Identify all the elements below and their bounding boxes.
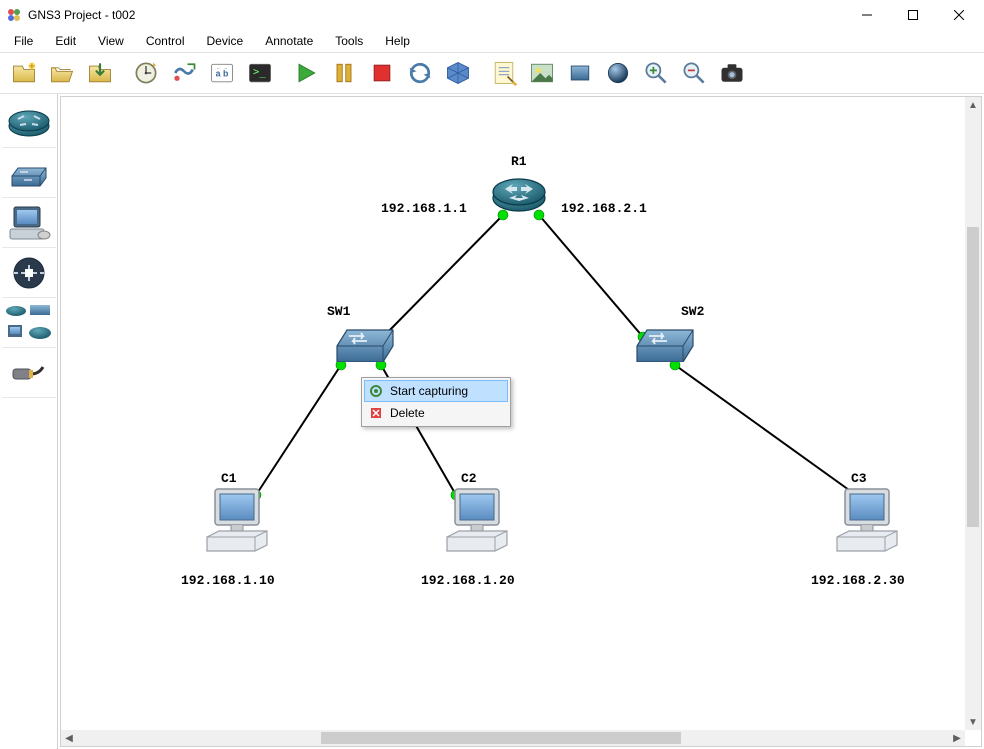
ellipse-icon — [604, 59, 632, 87]
toolbar-show-interface-labels[interactable] — [166, 55, 202, 91]
menu-control[interactable]: Control — [136, 32, 195, 50]
router-icon — [6, 106, 52, 140]
menu-annotate[interactable]: Annotate — [255, 32, 323, 50]
pause-all-icon — [330, 59, 358, 87]
topology-canvas[interactable]: R1 SW1 SW2 C1 C2 C3 192.168.1.1 192.168.2.1 192.… — [61, 97, 965, 730]
close-button[interactable] — [936, 0, 982, 30]
svg-text:>_: >_ — [253, 66, 266, 78]
palette-all-devices[interactable] — [2, 298, 56, 348]
zoom-out-icon — [680, 59, 708, 87]
add-note-icon — [490, 59, 518, 87]
toolbar-rectangle[interactable] — [562, 55, 598, 91]
toolbar-zoom-out[interactable] — [676, 55, 712, 91]
rectangle-icon — [566, 59, 594, 87]
node-label-c1[interactable]: C1 — [221, 471, 237, 486]
palette-end-device[interactable] — [2, 198, 56, 248]
console-icon: >_ — [246, 59, 274, 87]
show-interface-labels-icon — [170, 59, 198, 87]
toolbar-add-note[interactable] — [486, 55, 522, 91]
toolbar-abc-labels[interactable]: a b← → — [204, 55, 240, 91]
toolbar-open-project[interactable] — [44, 55, 80, 91]
save-project-icon — [86, 59, 114, 87]
minimize-button[interactable] — [844, 0, 890, 30]
toolbar-screenshot[interactable] — [714, 55, 750, 91]
maximize-button[interactable] — [890, 0, 936, 30]
toolbar: a b← → >_ — [0, 52, 984, 94]
capture-icon — [368, 383, 384, 399]
node-c3[interactable] — [831, 487, 903, 555]
toolbar-snapshot[interactable] — [128, 55, 164, 91]
security-icon — [8, 255, 50, 291]
ctx-delete[interactable]: Delete — [364, 402, 508, 424]
palette-security[interactable] — [2, 248, 56, 298]
open-project-icon — [48, 59, 76, 87]
menu-tools[interactable]: Tools — [325, 32, 373, 50]
node-label-sw1[interactable]: SW1 — [327, 304, 350, 319]
new-project-icon — [10, 59, 38, 87]
delete-icon — [368, 405, 384, 421]
palette-router[interactable] — [2, 98, 56, 148]
toolbar-zoom-in[interactable] — [638, 55, 674, 91]
titlebar: GNS3 Project - t002 — [0, 0, 984, 30]
menubar: FileEditViewControlDeviceAnnotateToolsHe… — [0, 30, 984, 52]
toolbar-save-project[interactable] — [82, 55, 118, 91]
node-c1[interactable] — [201, 487, 273, 555]
menu-view[interactable]: View — [88, 32, 134, 50]
toolbar-insert-image[interactable] — [524, 55, 560, 91]
palette-add-link[interactable] — [2, 348, 56, 398]
node-label-r1[interactable]: R1 — [511, 154, 527, 169]
menu-file[interactable]: File — [4, 32, 43, 50]
toolbar-reload-all[interactable] — [402, 55, 438, 91]
reload-all-icon — [406, 59, 434, 87]
toolbar-pause-all[interactable] — [326, 55, 362, 91]
switch-icon — [6, 156, 52, 190]
add-link-icon — [9, 355, 49, 391]
toolbar-start-all[interactable] — [288, 55, 324, 91]
snapshot-icon — [132, 59, 160, 87]
horizontal-scrollbar[interactable]: ◀▶ — [61, 730, 965, 746]
zoom-in-icon — [642, 59, 670, 87]
palette-switch[interactable] — [2, 148, 56, 198]
toolbar-stop-all[interactable] — [364, 55, 400, 91]
ip-label[interactable]: 192.168.1.10 — [181, 573, 275, 588]
ctx-capture[interactable]: Start capturing — [364, 380, 508, 402]
ctx-label: Delete — [390, 406, 425, 420]
canvas-container: R1 SW1 SW2 C1 C2 C3 192.168.1.1 192.168.2.1 192.… — [60, 96, 982, 747]
toolbar-ellipse[interactable] — [600, 55, 636, 91]
menu-edit[interactable]: Edit — [45, 32, 86, 50]
node-sw2[interactable] — [633, 322, 697, 362]
svg-text:← →: ← → — [216, 66, 228, 72]
ip-label[interactable]: 192.168.2.30 — [811, 573, 905, 588]
node-label-c3[interactable]: C3 — [851, 471, 867, 486]
toolbar-new-project[interactable] — [6, 55, 42, 91]
ip-label[interactable]: 192.168.1.20 — [421, 573, 515, 588]
device-palette — [0, 94, 58, 749]
window-title: GNS3 Project - t002 — [28, 8, 844, 22]
menu-help[interactable]: Help — [375, 32, 420, 50]
all-devices-icon — [4, 301, 54, 345]
ip-label[interactable]: 192.168.1.1 — [381, 201, 467, 216]
node-sw1[interactable] — [333, 322, 397, 362]
toolbar-virtualbox[interactable] — [440, 55, 476, 91]
menu-device[interactable]: Device — [197, 32, 254, 50]
app-icon — [6, 7, 22, 23]
stop-all-icon — [368, 59, 396, 87]
toolbar-console[interactable]: >_ — [242, 55, 278, 91]
ctx-label: Start capturing — [390, 384, 468, 398]
vertical-scrollbar[interactable]: ▲▼ — [965, 97, 981, 730]
abc-labels-icon: a b← → — [208, 59, 236, 87]
node-c2[interactable] — [441, 487, 513, 555]
insert-image-icon — [528, 59, 556, 87]
start-all-icon — [292, 59, 320, 87]
virtualbox-icon — [444, 59, 472, 87]
node-label-c2[interactable]: C2 — [461, 471, 477, 486]
node-label-sw2[interactable]: SW2 — [681, 304, 704, 319]
screenshot-icon — [718, 59, 746, 87]
context-menu: Start capturing Delete — [361, 377, 511, 427]
node-r1[interactable] — [491, 172, 547, 216]
end-device-icon — [6, 203, 52, 243]
ip-label[interactable]: 192.168.2.1 — [561, 201, 647, 216]
